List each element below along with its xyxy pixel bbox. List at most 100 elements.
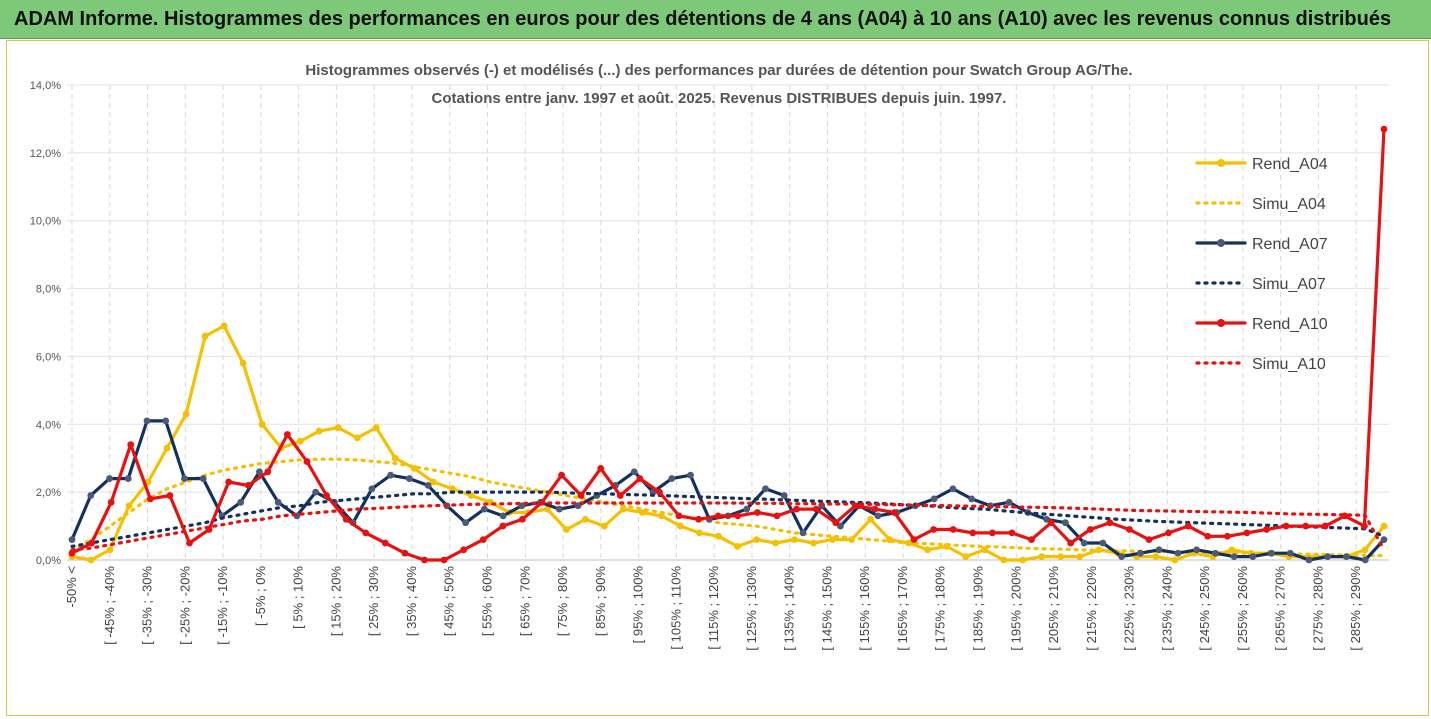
- y-axis: 0,0% 2,0% 4,0% 6,0% 8,0% 10,0% 12,0% 14,0%: [30, 80, 61, 567]
- data-point-rend-a10: [1165, 529, 1172, 537]
- data-point-rend-a10: [1243, 529, 1251, 537]
- data-point-rend-a04: [924, 546, 932, 554]
- report-title: ADAM Informe. Histogrammes des performan…: [14, 8, 1392, 30]
- data-point-rend-a04: [753, 536, 760, 544]
- data-point-rend-a07: [743, 505, 751, 513]
- data-point-rend-a04: [163, 444, 171, 452]
- data-point-rend-a04: [334, 424, 342, 432]
- legend-marker: [1217, 159, 1225, 167]
- data-point-rend-a04: [562, 526, 570, 533]
- data-point-rend-a10: [88, 539, 95, 547]
- data-point-rend-a10: [401, 549, 409, 557]
- x-tick-label: [ 75% ; 80%: [555, 566, 570, 637]
- data-point-rend-a04: [220, 322, 228, 330]
- chart-frame: Histogrammes observés (-) et modélisés (…: [6, 40, 1429, 716]
- performance-histogram-chart: Histogrammes observés (-) et modélisés (…: [30, 62, 1389, 651]
- data-point-rend-a04: [182, 410, 190, 418]
- data-point-rend-a10: [264, 468, 272, 476]
- series-line-simu-a10: [70, 501, 1386, 552]
- legend: Rend_A04 Simu_A04 Rend_A07 Simu_A07 Rend_A10…: [1195, 156, 1328, 373]
- data-point-rend-a04: [372, 424, 380, 432]
- data-point-rend-a04: [734, 543, 741, 550]
- data-point-rend-a04: [239, 359, 247, 367]
- data-point-rend-a10: [656, 488, 663, 496]
- x-tick-label: [ -25% ; -20%: [177, 566, 192, 645]
- data-point-rend-a04: [543, 505, 551, 513]
- data-point-rend-a04: [1019, 556, 1027, 564]
- data-point-rend-a10: [695, 515, 703, 523]
- data-point-rend-a07: [1268, 549, 1275, 557]
- data-point-rend-a07: [424, 481, 432, 489]
- data-point-rend-a04: [429, 478, 437, 486]
- x-tick-label: [ 145% ; 150%: [819, 566, 834, 651]
- legend-label: Simu_A04: [1252, 196, 1326, 213]
- x-tick-label: [ 175% ; 180%: [933, 566, 948, 651]
- series-lines: [68, 125, 1388, 564]
- x-tick-label: [ 55% ; 60%: [479, 566, 494, 637]
- data-point-rend-a07: [630, 468, 638, 476]
- data-point-rend-a07: [1118, 553, 1125, 561]
- y-tick-label: 14,0%: [30, 80, 61, 92]
- x-tick-label: [ 85% ; 90%: [593, 566, 608, 637]
- data-point-rend-a07: [312, 488, 320, 496]
- series-line-simu-a07: [70, 490, 1386, 548]
- x-tick-label: [ 165% ; 170%: [895, 566, 910, 651]
- y-tick-label: 8,0%: [36, 284, 61, 296]
- data-point-rend-a10: [1263, 526, 1270, 533]
- chart-title-line2: Cotations entre janv. 1997 et août. 2025…: [432, 90, 1007, 107]
- x-tick-label: [ 35% ; 40%: [404, 566, 419, 637]
- x-tick-label: [ 185% ; 190%: [971, 566, 986, 651]
- data-point-rend-a07: [837, 522, 844, 530]
- data-point-rend-a10: [636, 475, 644, 482]
- report-header: ADAM Informe. Histogrammes des performan…: [0, 0, 1431, 39]
- data-point-rend-a04: [677, 522, 684, 530]
- data-point-rend-a10: [1086, 526, 1094, 533]
- x-tick-label: [ 215% ; 220%: [1084, 566, 1099, 651]
- data-point-rend-a10: [910, 536, 918, 544]
- data-point-rend-a04: [87, 556, 95, 564]
- data-point-rend-a07: [106, 475, 113, 482]
- x-tick-label: [ 135% ; 140%: [782, 566, 797, 651]
- x-tick-label: [ 65% ; 70%: [517, 566, 532, 637]
- data-point-rend-a10: [1361, 522, 1368, 530]
- x-axis: -50% < [ -45% ; -40% [ -35% ; -30% [ -25% ;…: [64, 559, 1389, 651]
- data-point-rend-a10: [812, 505, 820, 513]
- grid-lines: [67, 84, 1389, 560]
- data-point-rend-a10: [1204, 532, 1212, 540]
- data-point-rend-a10: [166, 492, 174, 499]
- data-point-rend-a04: [601, 522, 608, 530]
- data-point-rend-a04: [962, 553, 970, 561]
- data-point-rend-a07: [274, 498, 282, 506]
- series-line-rend-a10: [70, 127, 1386, 562]
- data-point-rend-a10: [1145, 536, 1153, 544]
- data-point-rend-a04: [296, 437, 304, 445]
- data-point-rend-a10: [949, 526, 957, 533]
- data-point-rend-a10: [1282, 522, 1290, 530]
- data-point-rend-a07: [1249, 553, 1257, 561]
- data-point-rend-a10: [930, 526, 938, 533]
- data-point-rend-a07: [555, 505, 563, 513]
- data-point-rend-a07: [256, 468, 263, 476]
- data-point-rend-a07: [1005, 498, 1013, 506]
- data-point-rend-a07: [968, 495, 976, 503]
- data-point-rend-a07: [1155, 546, 1163, 554]
- data-point-rend-a10: [244, 481, 252, 489]
- data-point-rend-a04: [810, 539, 817, 547]
- data-point-rend-a10: [440, 556, 448, 564]
- data-point-rend-a10: [1302, 522, 1310, 530]
- data-point-rend-a07: [780, 492, 788, 499]
- data-point-rend-a10: [381, 539, 389, 547]
- data-point-rend-a07: [387, 471, 395, 479]
- data-point-rend-a07: [480, 505, 488, 513]
- data-point-rend-a10: [891, 509, 898, 516]
- data-point-rend-a07: [181, 475, 188, 482]
- x-tick-label: [ 255% ; 260%: [1235, 566, 1250, 651]
- data-point-rend-a10: [734, 512, 742, 520]
- data-point-rend-a04: [581, 515, 589, 523]
- legend-label: Rend_A04: [1252, 156, 1328, 173]
- data-point-rend-a07: [799, 529, 807, 537]
- x-tick-label: [ -5% ; 0%: [253, 566, 268, 626]
- data-point-rend-a10: [832, 519, 840, 527]
- data-point-rend-a10: [68, 549, 76, 557]
- data-point-rend-a07: [162, 417, 170, 425]
